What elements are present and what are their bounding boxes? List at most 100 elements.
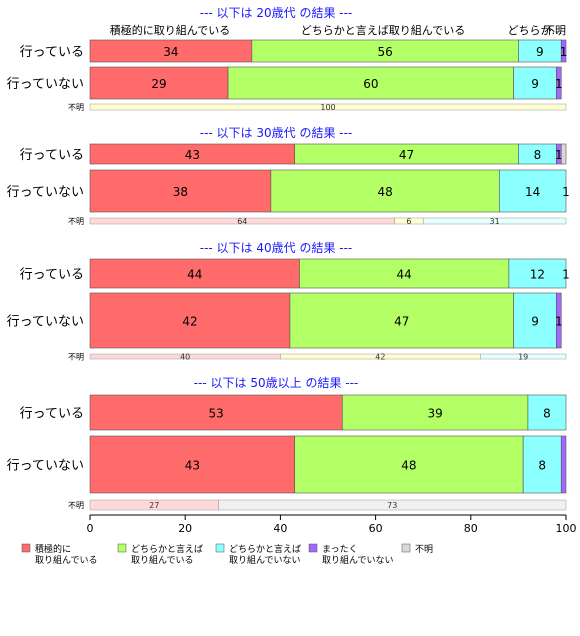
- unknown-data-label: 19: [518, 353, 528, 362]
- data-label: 12: [530, 268, 545, 282]
- data-label: 8: [543, 407, 551, 421]
- x-tick-label: 80: [464, 522, 478, 535]
- bar-segment: [89, 435, 295, 494]
- top-label: 不明: [544, 24, 566, 37]
- data-label: 60: [363, 77, 378, 91]
- data-label: 1: [555, 315, 563, 329]
- row-label-unknown: 不明: [68, 103, 84, 112]
- data-label: 1: [562, 268, 570, 282]
- panel-title: --- 以下は 40歳代 の結果 ---: [200, 241, 353, 255]
- row-label: 行っている: [20, 268, 84, 283]
- legend-label: まったく: [322, 544, 358, 555]
- x-tick-label: 100: [556, 522, 577, 535]
- unknown-segment: [480, 353, 567, 360]
- data-label: 1: [562, 185, 570, 199]
- bar-segment: [270, 169, 500, 213]
- bar-segment: [513, 292, 557, 349]
- data-label: 56: [377, 45, 392, 59]
- panel-title: --- 以下は 30歳代 の結果 ---: [200, 126, 353, 140]
- data-label: 14: [525, 185, 540, 199]
- unknown-data-label: 27: [149, 501, 159, 510]
- data-label: 9: [531, 315, 539, 329]
- unknown-data-label: 31: [490, 217, 500, 226]
- data-label: 53: [208, 407, 223, 421]
- top-label: どちらか…: [508, 24, 563, 37]
- data-label: 1: [555, 77, 563, 91]
- legend-label: 取り組んでいる: [131, 554, 194, 566]
- data-label: 44: [187, 268, 202, 282]
- data-label: 43: [185, 459, 200, 473]
- legend-swatch: [215, 543, 225, 553]
- bar-segment: [289, 292, 514, 349]
- row-label-unknown: 不明: [68, 501, 84, 510]
- data-label: 47: [394, 315, 409, 329]
- data-label: 8: [538, 459, 546, 473]
- legend-label: どちらかと言えば: [229, 543, 301, 555]
- bar-segment: [527, 394, 567, 431]
- data-label: 9: [531, 77, 539, 91]
- row-label: 行っていない: [7, 77, 84, 92]
- unknown-segment: [218, 499, 567, 511]
- legend-swatch: [308, 543, 318, 553]
- legend-label: 取り組んでいる: [35, 554, 98, 566]
- bar-segment: [227, 66, 514, 100]
- data-label: 1: [555, 148, 563, 162]
- bar-segment: [522, 435, 562, 494]
- data-label: 42: [182, 315, 197, 329]
- data-label: 1: [560, 45, 568, 59]
- bar-segment: [556, 292, 562, 349]
- bar-segment: [499, 169, 567, 213]
- unknown-data-label: 64: [237, 217, 247, 226]
- x-tick-label: 60: [369, 522, 383, 535]
- legend-label: 積極的に: [35, 543, 71, 555]
- bar-segment: [89, 394, 343, 431]
- data-label: 47: [399, 148, 414, 162]
- legend-swatch: [401, 543, 411, 553]
- bar-segment: [294, 435, 524, 494]
- bar-segment: [299, 258, 510, 289]
- x-tick-label: 20: [178, 522, 192, 535]
- bar-segment: [560, 435, 567, 494]
- row-label: 行っている: [20, 148, 84, 163]
- bar-segment: [89, 66, 229, 100]
- legend-label: 取り組んでいない: [322, 554, 394, 566]
- data-label: 48: [377, 185, 392, 199]
- unknown-segment: [89, 103, 567, 111]
- bar-segment: [89, 169, 272, 213]
- top-label: 積極的に取り組んでいる: [110, 23, 230, 37]
- bar-segment: [89, 258, 300, 289]
- bar-segment: [341, 394, 529, 431]
- legend-label: 不明: [415, 544, 433, 555]
- data-label: 8: [534, 148, 542, 162]
- bar-segment: [560, 143, 567, 165]
- row-label: 行っている: [20, 45, 84, 60]
- row-label: 行っている: [20, 407, 84, 422]
- data-label: 29: [151, 77, 166, 91]
- data-label: 39: [427, 407, 442, 421]
- legend-swatch: [21, 543, 31, 553]
- legend-label: どちらかと言えば: [131, 543, 203, 555]
- row-label: 行っていない: [7, 185, 84, 200]
- row-label-unknown: 不明: [68, 217, 84, 226]
- bar-segment: [556, 66, 562, 100]
- unknown-data-label: 40: [180, 353, 190, 362]
- x-tick-label: 0: [87, 522, 94, 535]
- unknown-data-label: 73: [387, 501, 397, 510]
- row-label: 行っていない: [7, 315, 84, 330]
- bar-segment: [89, 292, 291, 349]
- data-label: 9: [536, 45, 544, 59]
- x-tick-label: 40: [273, 522, 287, 535]
- data-label: 34: [163, 45, 178, 59]
- row-label: 行っていない: [7, 459, 84, 474]
- data-label: 38: [173, 185, 188, 199]
- row-label-unknown: 不明: [68, 353, 84, 362]
- unknown-segment: [422, 217, 567, 225]
- data-label: 48: [401, 459, 416, 473]
- unknown-data-label: 42: [375, 353, 385, 362]
- panel-title: --- 以下は 50歳以上 の結果 ---: [194, 376, 359, 390]
- data-label: 43: [185, 148, 200, 162]
- bar-segment: [560, 39, 567, 63]
- legend-label: 取り組んでいない: [229, 554, 301, 566]
- legend-swatch: [117, 543, 127, 553]
